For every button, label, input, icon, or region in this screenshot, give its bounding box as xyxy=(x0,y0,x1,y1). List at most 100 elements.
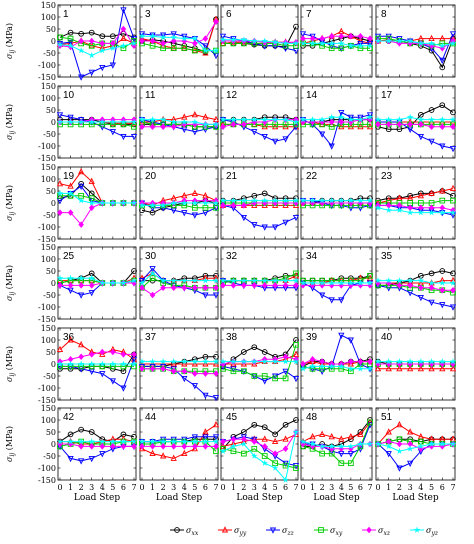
y-tick-label: -150 xyxy=(38,396,56,405)
data-point-xx xyxy=(293,23,299,30)
data-point-xz xyxy=(110,348,116,356)
panel-label: 35 xyxy=(381,251,393,262)
data-point-yy xyxy=(181,449,188,457)
data-point-yz xyxy=(149,358,156,365)
data-point-xz xyxy=(213,443,219,450)
data-point-yz xyxy=(77,47,85,54)
data-point-yz xyxy=(396,37,403,44)
series-yz xyxy=(56,360,138,367)
data-point-yz xyxy=(417,277,425,284)
data-point-yz xyxy=(261,277,269,284)
panel-7: 7 xyxy=(299,4,374,78)
panel-23: 23 xyxy=(374,166,457,240)
x-tick-label: 4 xyxy=(100,483,105,492)
panel-34: 34 xyxy=(299,246,374,320)
series-yz xyxy=(219,116,300,125)
data-point-yz xyxy=(170,33,178,41)
data-point-zz xyxy=(109,129,116,136)
data-point-xz xyxy=(439,286,446,294)
y-tick-label: -100 xyxy=(38,384,56,393)
panel-label: 21 xyxy=(226,171,238,182)
data-point-yz xyxy=(202,277,209,284)
data-point-yz xyxy=(212,120,220,128)
series-xz xyxy=(220,282,299,289)
series-line-xx xyxy=(377,104,454,130)
data-point-xz xyxy=(120,25,127,33)
data-point-yz xyxy=(406,445,414,452)
series-line-xx xyxy=(59,32,135,38)
y-tick-label: 0 xyxy=(51,199,56,208)
data-point-xz xyxy=(160,40,166,47)
x-tick-label: 7 xyxy=(293,483,298,492)
x-tick-label: 4 xyxy=(339,483,344,492)
data-point-yy xyxy=(67,182,74,189)
panel-11: 11 xyxy=(138,85,220,159)
x-axis-label: Load Step xyxy=(313,493,359,503)
data-point-xz xyxy=(78,221,84,228)
data-point-xz xyxy=(261,199,268,207)
data-point-xz xyxy=(78,282,84,289)
data-point-zz xyxy=(170,31,177,38)
data-point-yz xyxy=(170,199,178,206)
panel-label: 11 xyxy=(145,90,156,101)
data-point-yz xyxy=(250,452,258,459)
y-tick-label: 150 xyxy=(41,404,56,413)
y-tick-label: -50 xyxy=(43,49,56,58)
data-point-zz xyxy=(120,385,127,392)
y-axis-label: σij (MPa) xyxy=(5,346,16,382)
data-point-xz xyxy=(181,37,188,45)
data-point-yz xyxy=(149,32,156,40)
data-point-zz xyxy=(191,212,198,219)
data-point-yz xyxy=(438,440,446,447)
data-point-yz xyxy=(449,209,457,216)
data-point-yz xyxy=(130,438,138,445)
data-point-yz xyxy=(250,116,258,123)
y-tick-label: 100 xyxy=(41,175,56,184)
data-point-yz xyxy=(191,438,199,445)
data-point-yz xyxy=(428,279,435,286)
data-point-xy xyxy=(213,204,219,211)
data-point-zz xyxy=(78,458,85,465)
data-point-xz xyxy=(131,351,137,358)
data-point-zz xyxy=(282,368,289,376)
data-point-yz xyxy=(240,440,248,447)
data-point-yz xyxy=(77,274,85,282)
data-point-yz xyxy=(202,358,209,365)
y-tick-label: 0 xyxy=(51,360,56,369)
data-point-zz xyxy=(138,31,146,38)
panel-21: 21 xyxy=(219,166,300,240)
data-point-xy xyxy=(338,45,345,52)
data-point-zz xyxy=(78,292,85,299)
data-point-yz xyxy=(347,442,355,450)
data-point-yz xyxy=(385,277,393,284)
data-point-xz xyxy=(220,282,226,289)
data-point-yz xyxy=(282,476,289,483)
data-point-xy xyxy=(202,204,209,211)
data-point-xz xyxy=(139,365,145,373)
data-point-yz xyxy=(366,279,374,286)
data-point-xz xyxy=(241,282,247,289)
data-point-yz xyxy=(449,440,457,447)
data-point-xz xyxy=(202,443,209,450)
data-point-yz xyxy=(230,36,237,43)
x-tick-label: 7 xyxy=(367,483,372,492)
panel-45: 45 xyxy=(219,407,300,483)
series-line-zz xyxy=(222,204,297,228)
data-point-zz xyxy=(261,133,268,141)
data-point-yz xyxy=(130,199,138,206)
data-point-yz xyxy=(88,274,96,282)
data-point-yz xyxy=(428,116,435,123)
data-point-yz xyxy=(98,118,106,125)
y-tick-label: 100 xyxy=(41,13,56,22)
data-point-yz xyxy=(138,32,146,40)
panel-10: 10 xyxy=(56,85,138,159)
data-point-yy xyxy=(407,364,414,372)
data-point-zz xyxy=(439,57,446,65)
data-point-yz xyxy=(212,438,220,445)
data-point-yy xyxy=(191,189,198,196)
data-point-xy xyxy=(338,460,345,467)
y-tick-label: 0 xyxy=(51,440,56,449)
data-point-yz xyxy=(250,358,258,365)
series-yz xyxy=(299,279,374,286)
series-yz xyxy=(299,197,374,204)
